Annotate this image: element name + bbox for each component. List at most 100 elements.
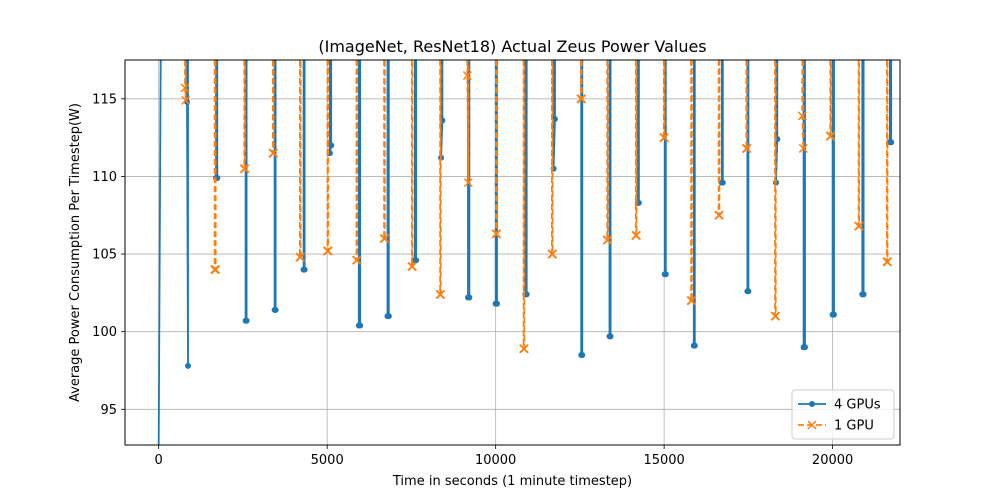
series-line: [413, 60, 418, 262]
series-line: [355, 60, 359, 262]
data-point: [466, 294, 473, 301]
series-line: [244, 60, 248, 322]
x-axis-label: Time in seconds (1 minute timestep): [392, 474, 632, 489]
series-line: [551, 60, 554, 256]
series-line: [524, 60, 528, 296]
x-tick-label: 0: [155, 453, 163, 468]
y-tick-label: 105: [92, 248, 117, 263]
chart-title: (ImageNet, ResNet18) Actual Zeus Power V…: [318, 37, 706, 56]
series-line: [857, 60, 861, 228]
series-line: [410, 60, 414, 268]
series-line: [662, 60, 666, 139]
data-point: [519, 344, 529, 354]
data-point: [436, 289, 446, 299]
series-line: [273, 60, 277, 311]
data-point: [631, 230, 642, 240]
series-line: [886, 60, 889, 263]
data-point: [888, 139, 895, 146]
legend: 4 GPUs 1 GPU: [791, 389, 895, 440]
series-line: [774, 60, 777, 318]
data-point: [357, 322, 364, 329]
data-point: [826, 131, 836, 141]
series-line: [271, 60, 275, 155]
data-point: [380, 233, 390, 244]
series-four-gpus: [157, 60, 895, 445]
data-point: [243, 317, 250, 324]
data-point: [463, 178, 473, 188]
series-line: [466, 60, 470, 184]
series-line: [440, 60, 444, 159]
series-line: [326, 60, 330, 252]
legend-box: [791, 389, 895, 440]
data-point: [328, 142, 335, 149]
x-tick-label: 10000: [475, 453, 516, 468]
data-point: [691, 342, 698, 349]
series-line: [889, 60, 893, 144]
series-line: [302, 60, 306, 271]
series-line: [634, 60, 638, 237]
series-line: [243, 60, 246, 170]
legend-entry: 1 GPU: [798, 419, 874, 434]
data-point: [579, 351, 586, 358]
data-point: [323, 246, 333, 256]
series-line: [861, 60, 865, 296]
series-line: [831, 60, 835, 316]
series-line: [383, 60, 386, 240]
data-point: [830, 311, 837, 318]
data-point: [801, 344, 808, 351]
y-tick-label: 115: [92, 92, 117, 107]
data-point: [797, 111, 807, 121]
data-point: [659, 133, 669, 143]
data-point: [181, 95, 191, 105]
data-point: [413, 257, 420, 264]
series-line: [213, 60, 217, 271]
data-point: [742, 143, 752, 154]
legend-entry: 4 GPUs: [798, 398, 881, 413]
data-point: [180, 83, 190, 93]
series-line: [357, 60, 362, 327]
data-point: [854, 221, 864, 231]
data-point: [662, 271, 669, 278]
y-tick-label: 100: [92, 325, 117, 340]
series-line: [802, 60, 806, 349]
data-point: [577, 94, 587, 104]
data-point: [771, 311, 781, 321]
data-point: [603, 235, 613, 245]
data-point: [687, 296, 697, 306]
x-tick-label: 20000: [812, 453, 853, 468]
series-line: [580, 60, 584, 356]
data-point: [883, 257, 893, 267]
series-line: [439, 60, 442, 296]
legend-marker: [809, 401, 815, 407]
data-point: [548, 249, 558, 259]
data-point: [352, 255, 362, 265]
data-point: [798, 143, 808, 154]
series-line: [552, 60, 556, 170]
data-point: [240, 164, 250, 174]
series-line: [829, 60, 832, 138]
series-line: [522, 60, 526, 350]
axis-ticks: 0 5000 10000 15000 20000 95 100 105 110 115: [92, 92, 853, 468]
series-line: [663, 60, 667, 276]
data-point: [301, 266, 308, 273]
data-point: [211, 265, 221, 275]
series-line: [720, 60, 724, 184]
legend-label: 4 GPUs: [834, 398, 881, 413]
data-point: [714, 210, 724, 220]
series-line: [801, 60, 805, 150]
series-line: [186, 60, 189, 367]
series-line: [636, 60, 640, 204]
data-point: [494, 300, 500, 307]
y-tick-label: 95: [100, 403, 117, 418]
y-tick-label: 110: [92, 170, 117, 185]
data-point: [745, 288, 752, 295]
series-line: [606, 60, 609, 242]
series-line: [608, 60, 612, 338]
data-point: [296, 252, 306, 262]
series-line: [386, 60, 390, 318]
series-line: [690, 60, 693, 302]
series-one-gpu: [180, 60, 893, 354]
series-line: [717, 60, 721, 217]
